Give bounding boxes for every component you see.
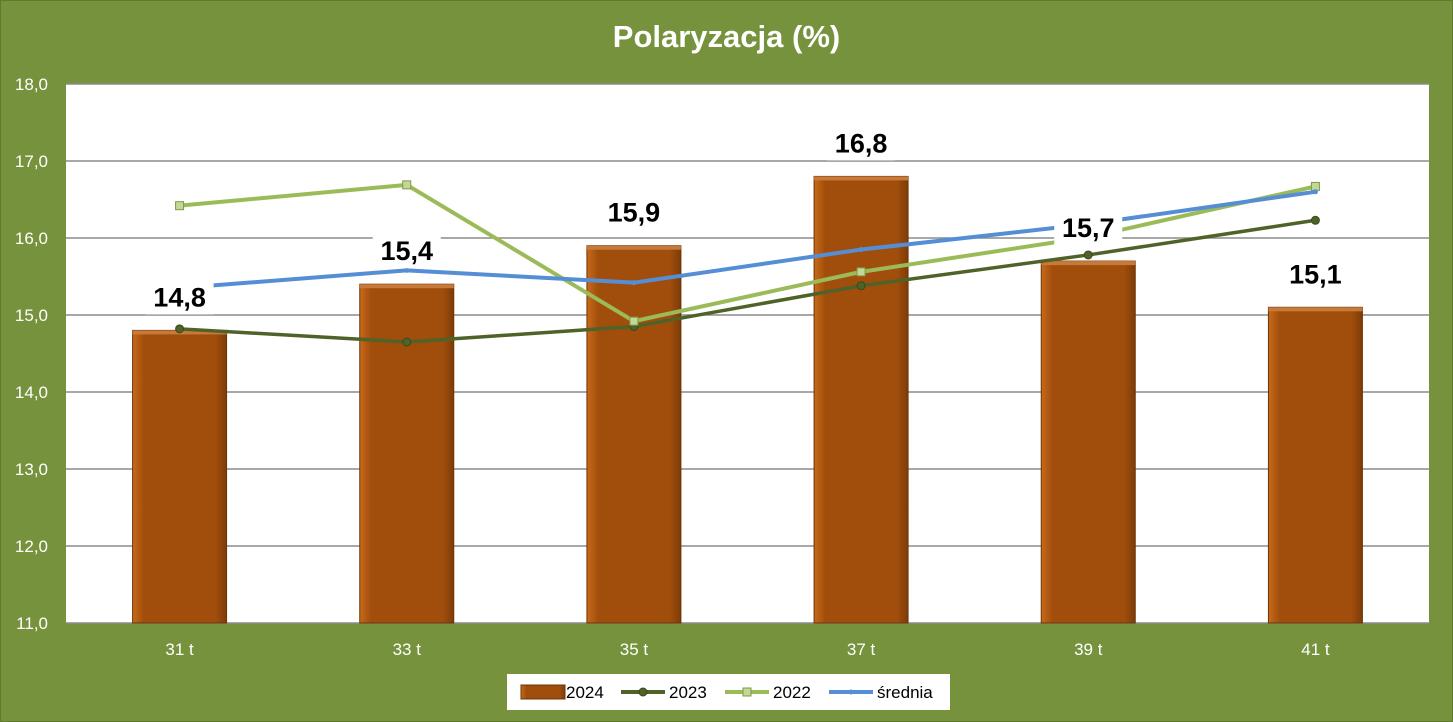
bar-top-highlight xyxy=(1268,307,1363,312)
point-marker xyxy=(402,180,412,190)
data-labels: 14,8 15,4 15,9 16,8 15,7 15,1 xyxy=(145,124,1350,315)
data-label: 15,7 xyxy=(1062,213,1115,243)
x-axis-ticks: 31 t 33 t 35 t 37 t 39 t 41 t xyxy=(165,640,1329,659)
legend-swatch-2024 xyxy=(520,684,566,700)
legend: 2024 2023 2022 średnia xyxy=(507,674,950,710)
legend-label: 2022 xyxy=(773,683,811,702)
point-marker xyxy=(402,337,412,347)
chart-title: Polaryzacja (%) xyxy=(612,19,841,54)
data-label: 14,8 xyxy=(153,282,206,312)
x-tick-label: 37 t xyxy=(847,640,876,659)
bar-top-highlight xyxy=(814,176,909,181)
y-axis-ticks: 11,0 12,0 13,0 14,0 15,0 16,0 17,0 18,0 xyxy=(15,75,48,633)
line-średnia xyxy=(179,189,1316,291)
bar xyxy=(1040,260,1136,624)
point-marker xyxy=(1310,181,1320,191)
plot-area xyxy=(66,84,1429,623)
legend-marker xyxy=(638,687,648,697)
y-tick-label: 17,0 xyxy=(15,152,48,171)
data-label-background xyxy=(372,232,441,269)
bar xyxy=(132,329,228,624)
y-tick-label: 11,0 xyxy=(16,614,48,633)
line-2023 xyxy=(179,218,1316,344)
data-label: 15,9 xyxy=(608,198,661,228)
x-tick-label: 31 t xyxy=(165,640,194,659)
x-tick-label: 41 t xyxy=(1301,640,1330,659)
data-label-background xyxy=(827,124,896,161)
bar-top-highlight xyxy=(359,284,454,289)
point-marker xyxy=(856,281,866,291)
point-marker xyxy=(858,247,864,253)
x-tick-label: 35 t xyxy=(620,640,649,659)
legend-marker xyxy=(742,687,752,697)
point-marker xyxy=(629,316,639,326)
point-marker xyxy=(404,267,410,273)
point-marker xyxy=(175,324,185,334)
bar-top-highlight xyxy=(1041,261,1136,266)
line-series xyxy=(175,180,1320,347)
y-tick-label: 18,0 xyxy=(15,75,48,94)
bar xyxy=(813,175,909,624)
x-tick-label: 33 t xyxy=(393,640,422,659)
y-tick-label: 16,0 xyxy=(15,229,48,248)
y-tick-label: 13,0 xyxy=(15,460,48,479)
gridlines xyxy=(66,83,1429,624)
bar-top-highlight xyxy=(586,245,681,250)
legend-label: 2024 xyxy=(566,683,604,702)
data-label-background xyxy=(1054,209,1123,246)
point-marker xyxy=(175,201,185,211)
point-marker xyxy=(631,280,637,286)
legend-marker xyxy=(848,689,854,695)
line-2022 xyxy=(179,182,1316,324)
data-label-background xyxy=(145,278,214,315)
y-tick-label: 14,0 xyxy=(15,383,48,402)
data-label-background xyxy=(599,193,668,230)
point-marker xyxy=(1083,250,1093,260)
point-marker xyxy=(1312,189,1318,195)
bar xyxy=(586,245,682,624)
y-tick-label: 12,0 xyxy=(15,537,48,556)
x-tick-label: 39 t xyxy=(1074,640,1103,659)
data-label: 16,8 xyxy=(835,128,888,158)
legend-label: 2023 xyxy=(669,683,707,702)
data-label: 15,4 xyxy=(380,236,433,266)
legend-label: średnia xyxy=(877,683,933,702)
data-label: 15,1 xyxy=(1289,259,1342,289)
data-label-background xyxy=(1281,255,1350,292)
point-marker xyxy=(856,267,866,277)
y-tick-label: 15,0 xyxy=(15,306,48,325)
bar xyxy=(359,283,455,624)
point-marker xyxy=(1310,215,1320,225)
bar xyxy=(1267,306,1363,624)
